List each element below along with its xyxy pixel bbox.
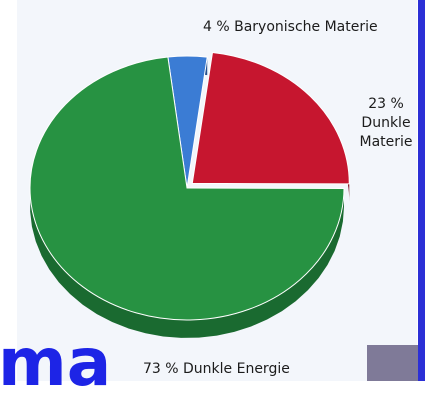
label-dark-matter-percent: 23 % [368, 96, 404, 112]
pie-slice-3 [29, 56, 345, 321]
right-edge-bar [418, 0, 425, 381]
label-dark-matter: 23 % Dunkle Materie [358, 95, 414, 152]
overlay-large-text: ma [0, 324, 112, 401]
corner-block [367, 345, 418, 381]
label-dark-matter-line2: Materie [359, 134, 413, 150]
label-baryonic-matter: 4 % Baryonische Materie [203, 19, 378, 35]
pie-chart [29, 51, 350, 338]
pie-slice-2 [191, 51, 350, 185]
label-dark-matter-line1: Dunkle [361, 115, 411, 131]
label-dark-energy: 73 % Dunkle Energie [143, 361, 290, 377]
